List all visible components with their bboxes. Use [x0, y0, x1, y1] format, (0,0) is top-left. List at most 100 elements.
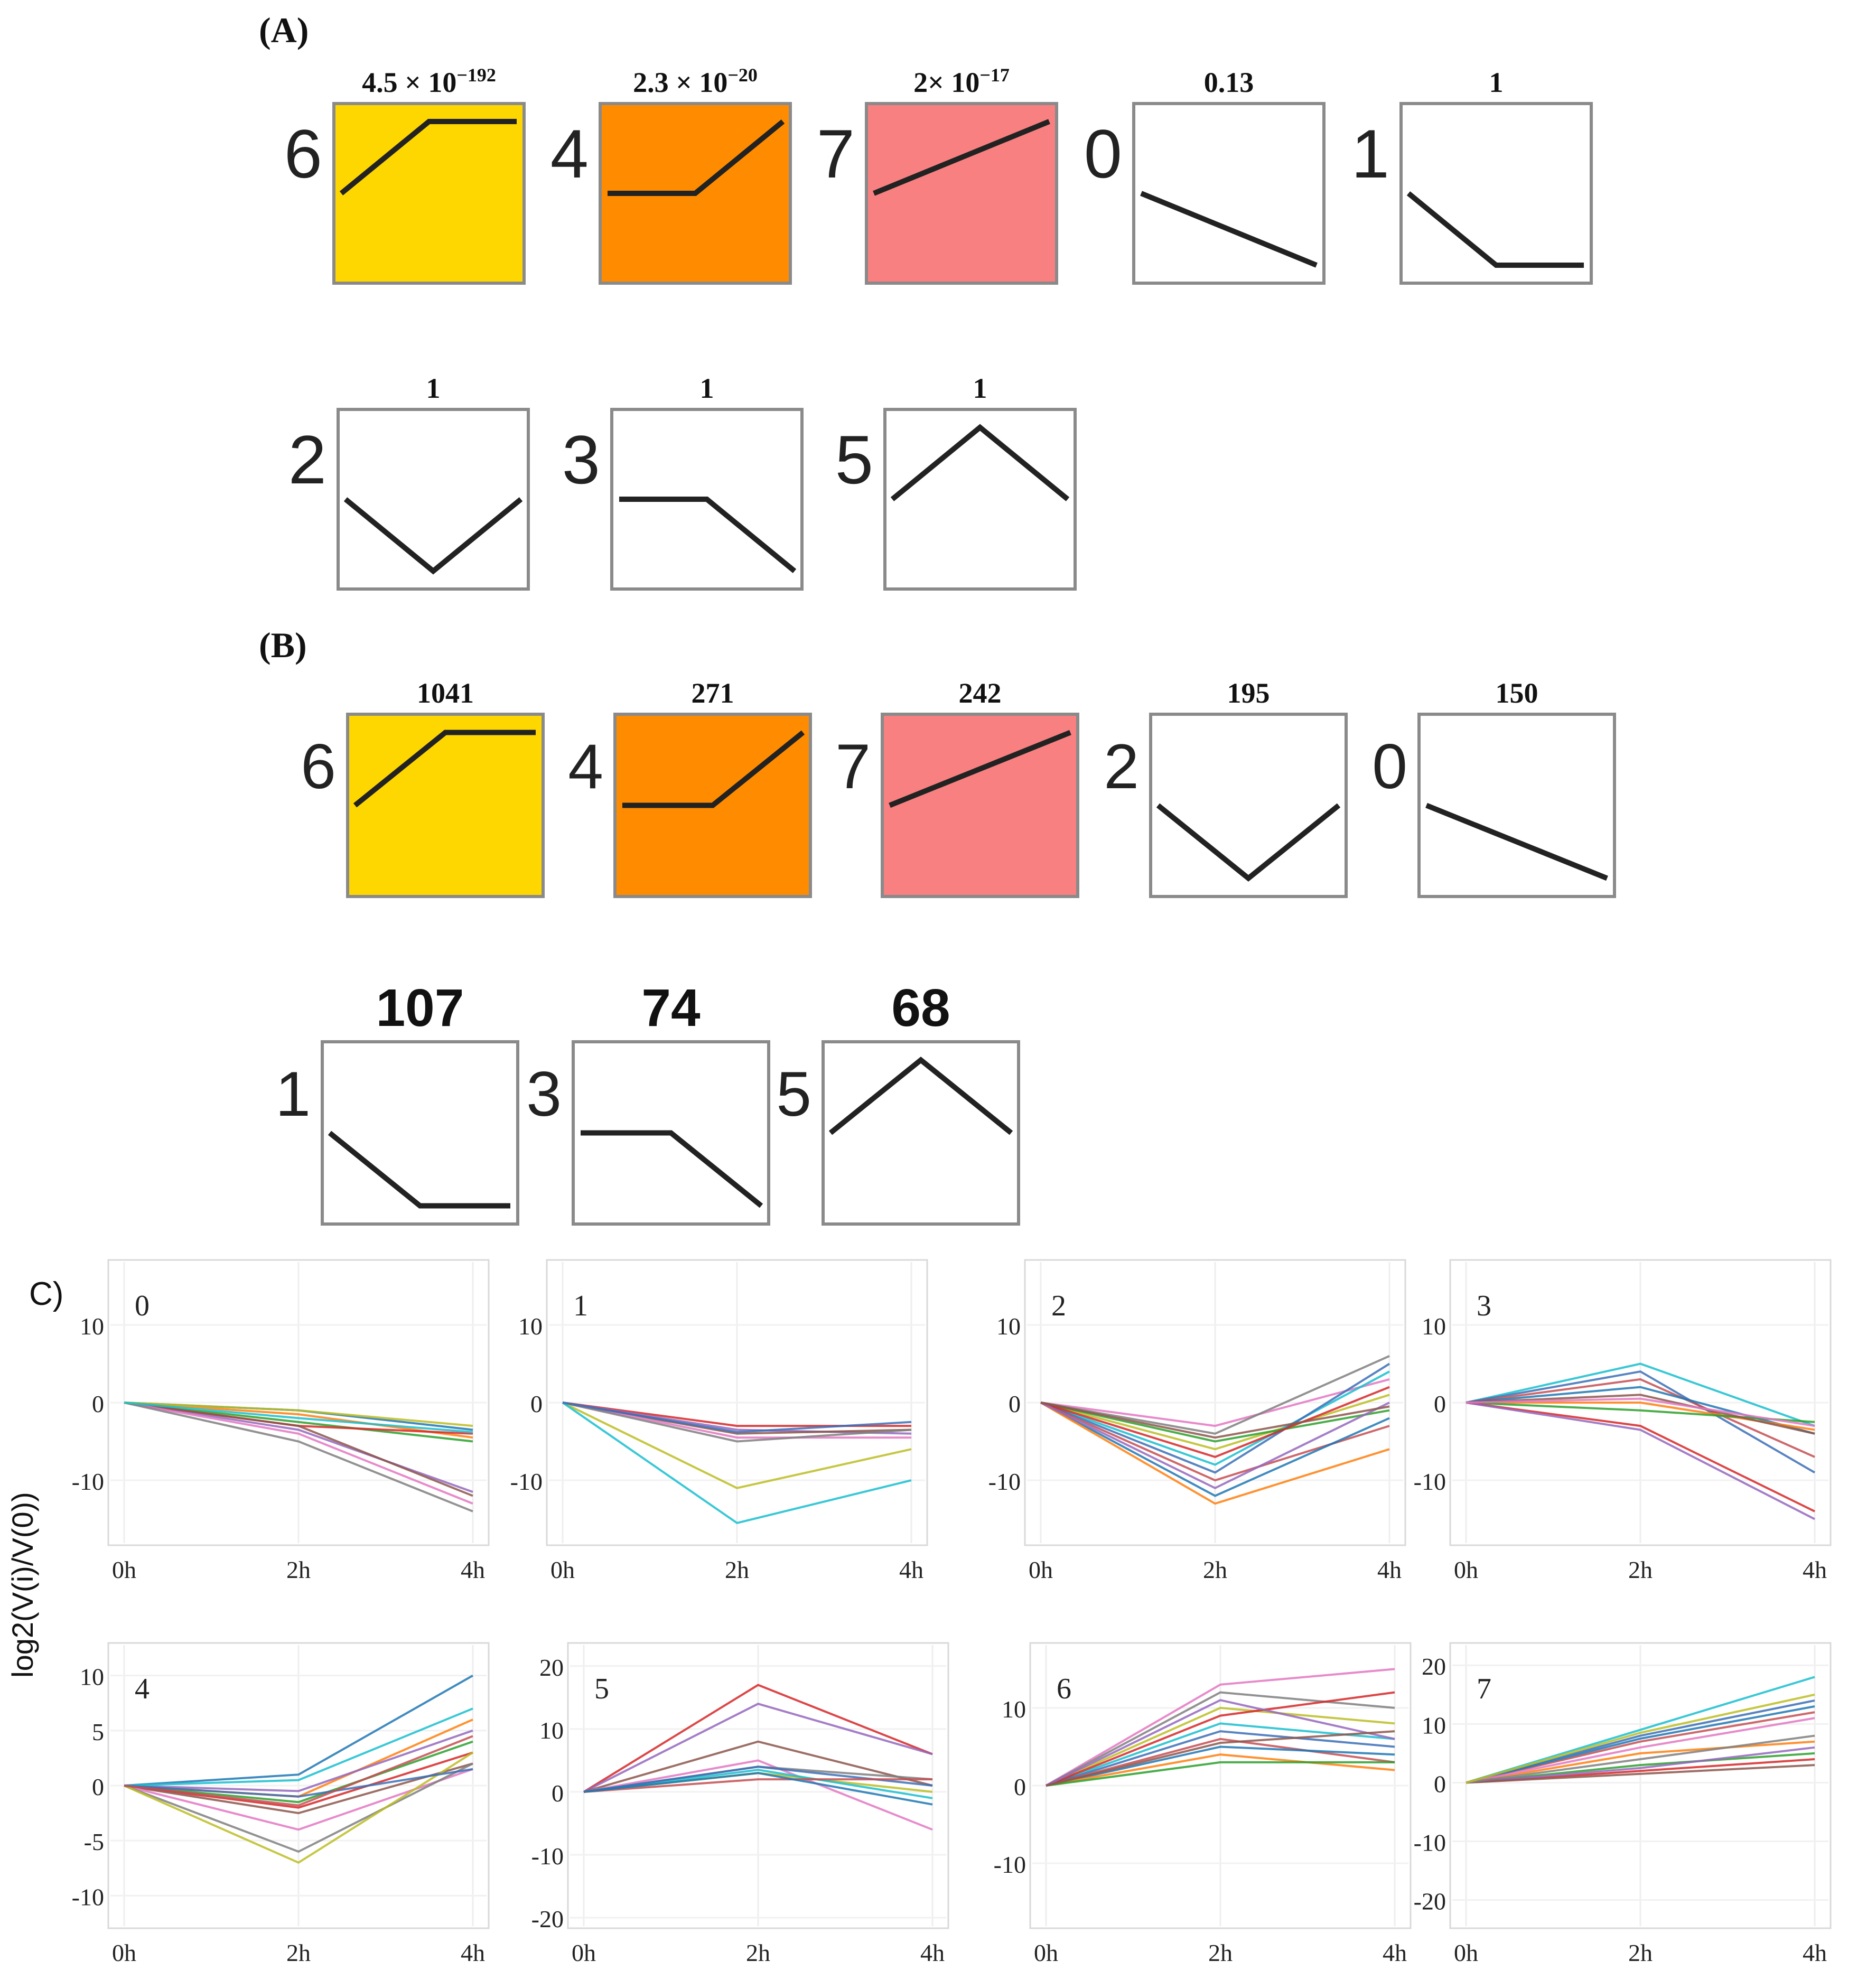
series-line	[124, 1402, 473, 1512]
profile-id-5: 5	[835, 421, 873, 498]
series-line	[124, 1402, 473, 1497]
profile-value-0: 0.13	[1204, 67, 1254, 98]
series-line	[1466, 1402, 1815, 1512]
x-tick-label: 4h	[899, 1556, 923, 1583]
series-line	[124, 1402, 473, 1433]
profile-box-2	[337, 408, 530, 591]
profile-value-text: 0.13	[1204, 67, 1254, 98]
series-line	[562, 1402, 912, 1433]
profile-line-3	[581, 1130, 763, 1208]
profile-value-5: 68	[891, 978, 950, 1038]
series-line	[562, 1402, 912, 1489]
series-line	[1466, 1362, 1815, 1427]
y-tick-label: -10	[531, 1843, 564, 1870]
y-tick-label: 10	[996, 1313, 1021, 1340]
y-tick-label: 0	[530, 1390, 543, 1417]
panel-1: 1 10 0 -10 0h 2h 4h	[510, 1259, 928, 1583]
profile-value-2: 195	[1227, 677, 1270, 709]
profile-value-text: 1	[973, 372, 987, 404]
series-line	[1466, 1734, 1815, 1784]
series-line	[1466, 1717, 1815, 1784]
x-tick-label: 4h	[1383, 1939, 1407, 1966]
series-line	[1466, 1746, 1815, 1784]
profile-card-5: 5 68	[776, 978, 1020, 1226]
series-line	[124, 1707, 473, 1787]
x-tick-label: 0h	[112, 1939, 136, 1966]
profile-value-text: 195	[1227, 677, 1270, 709]
profile-line-2	[343, 497, 523, 575]
series-line	[124, 1768, 473, 1798]
series-line	[1040, 1386, 1390, 1459]
series-line	[124, 1751, 474, 1864]
series-line	[1040, 1355, 1390, 1435]
profile-value-text: 1	[426, 372, 441, 404]
panel-7: 7 20 10 0 -10 -20 0h 2h 4h	[1414, 1642, 1832, 1966]
y-tick-label: -10	[510, 1468, 543, 1495]
profile-card-0: 0 150	[1372, 677, 1616, 898]
profile-value-6: 1041	[417, 677, 474, 709]
section-b: (B) 6 1041 4 271 7 242 2 195 0 150 1 107 3 74 5 68	[259, 625, 1616, 1226]
series-line	[1040, 1394, 1390, 1451]
y-tick-label: -10	[1414, 1468, 1446, 1495]
profile-value-text: 68	[891, 978, 950, 1038]
profile-value-text: 1041	[417, 677, 474, 709]
series-line	[1040, 1402, 1390, 1505]
x-tick-label: 4h	[920, 1939, 945, 1966]
profile-line-0	[1140, 191, 1318, 268]
profile-box-5	[822, 1040, 1020, 1226]
profile-card-1: 11	[1351, 67, 1593, 285]
x-tick-label: 4h	[461, 1556, 485, 1583]
series-line	[1466, 1705, 1815, 1784]
profile-card-3: 3 74	[526, 978, 770, 1226]
profile-line-1	[1406, 191, 1584, 268]
profile-grid-b: 6 1041 4 271 7 242 2 195 0 150 1 107 3 74 5 68	[275, 677, 1616, 1226]
x-tick-label: 2h	[286, 1556, 311, 1583]
series-line	[1046, 1730, 1395, 1787]
series-line	[1046, 1745, 1395, 1787]
series-line	[583, 1684, 933, 1793]
profile-value-exponent: −20	[727, 64, 758, 86]
series-line	[1466, 1402, 1815, 1520]
profile-line-4	[608, 119, 785, 196]
panel-6: 6 10 0 -10 0h 2h 4h	[994, 1642, 1412, 1966]
panel-id: 7	[1477, 1673, 1491, 1705]
x-tick-label: 2h	[725, 1556, 749, 1583]
panel-id: 0	[135, 1290, 150, 1322]
series-line	[562, 1402, 911, 1439]
profile-card-2: 21	[288, 372, 530, 591]
y-tick-label: -10	[72, 1883, 104, 1910]
profile-card-6: 6 4.5 × 10−192	[284, 64, 526, 285]
profile-line-2	[1156, 803, 1341, 882]
y-tick-label: 10	[1422, 1313, 1446, 1340]
profile-box-6	[346, 713, 545, 898]
profile-value-text: 1	[1489, 67, 1504, 98]
profile-value-0: 150	[1496, 677, 1538, 709]
profile-box-6	[332, 102, 526, 285]
profile-value-7: 242	[959, 677, 1002, 709]
profile-value-text: 4.5 × 10	[362, 67, 456, 98]
series-line	[1046, 1699, 1395, 1787]
series-line	[124, 1402, 473, 1439]
series-line	[1466, 1764, 1815, 1784]
series-line	[124, 1674, 473, 1787]
profile-value-text: 1	[700, 372, 714, 404]
profile-line-6	[339, 119, 517, 195]
profile-id-6: 6	[284, 115, 322, 192]
x-tick-label: 0h	[1454, 1939, 1478, 1966]
profile-id-3: 3	[526, 1059, 562, 1129]
y-tick-label: 0	[1434, 1390, 1446, 1417]
series-line	[124, 1735, 473, 1807]
profile-id-7: 7	[817, 115, 855, 192]
series-line	[1040, 1402, 1390, 1439]
panel-3: 3 10 0 -10 0h 2h 4h	[1414, 1259, 1832, 1583]
y-axis-label: log2(V(i)/V(0))	[6, 1492, 39, 1678]
profile-id-0: 0	[1372, 731, 1407, 802]
series-line	[1466, 1378, 1815, 1458]
series-line	[583, 1778, 932, 1793]
y-tick-label: -5	[84, 1828, 104, 1855]
